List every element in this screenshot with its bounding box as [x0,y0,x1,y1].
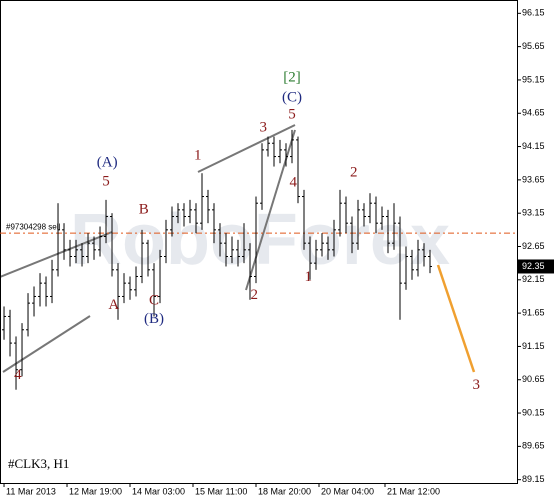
y-tick-label: 93.65 [522,174,545,184]
trend-line [0,231,113,278]
wave-label: 1 [194,147,202,163]
x-tick-label: 12 Mar 19:00 [69,486,122,496]
y-tick-label: 93.15 [522,208,545,218]
trend-line [197,124,296,173]
y-tick-label: 90.15 [522,407,545,417]
watermark: RoboForex [70,200,450,280]
wave-label: 5 [102,173,110,189]
wave-label: B [139,201,149,217]
last-price-label: 92.35 [522,261,545,271]
wave-label: A [108,297,119,313]
y-tick-label: 90.65 [522,374,545,384]
y-tick-label: 94.15 [522,141,545,151]
order-label: #97304298 sell [6,222,60,231]
wave-label: 4 [289,175,297,191]
wave-label: C [149,293,159,309]
y-tick-label: 95.65 [522,41,545,51]
wave-label: [2] [283,69,301,85]
x-tick-label: 11 Mar 2013 [6,486,56,496]
x-tick-label: 18 Mar 20:00 [258,486,311,496]
plot-frame [0,0,518,484]
wave-label: 2 [350,165,358,181]
wave-label: 3 [259,119,267,135]
y-tick-label: 89.15 [522,474,545,484]
y-tick-label: 95.15 [522,74,545,84]
wave-label: 5 [288,107,296,123]
y-tick-label: 92.65 [522,241,545,251]
y-tick-label: 89.65 [522,441,545,451]
last-price-box [518,259,554,274]
x-tick-label: 14 Mar 03:00 [132,486,185,496]
wave-label: 2 [250,287,258,303]
projection-line [436,264,476,373]
wave-label: (A) [97,155,118,171]
x-tick-label: 21 Mar 12:00 [387,486,440,496]
y-tick-label: 94.65 [522,108,545,118]
y-tick-label: 96.15 [522,8,545,18]
wave-label: 4 [14,367,22,383]
y-tick-label: 92.15 [522,274,545,284]
x-tick-label: 15 Mar 11:00 [195,486,247,496]
wave-label: (C) [282,89,302,105]
wave-label: 3 [472,377,480,393]
wave-label: (B) [144,311,164,327]
symbol-label: #CLK3, H1 [8,456,69,471]
y-tick-label: 91.65 [522,307,545,317]
trend-line [2,315,91,373]
x-tick-label: 20 Mar 04:00 [321,486,374,496]
y-tick-label: 91.15 [522,341,545,351]
wave-label: 1 [304,269,312,285]
